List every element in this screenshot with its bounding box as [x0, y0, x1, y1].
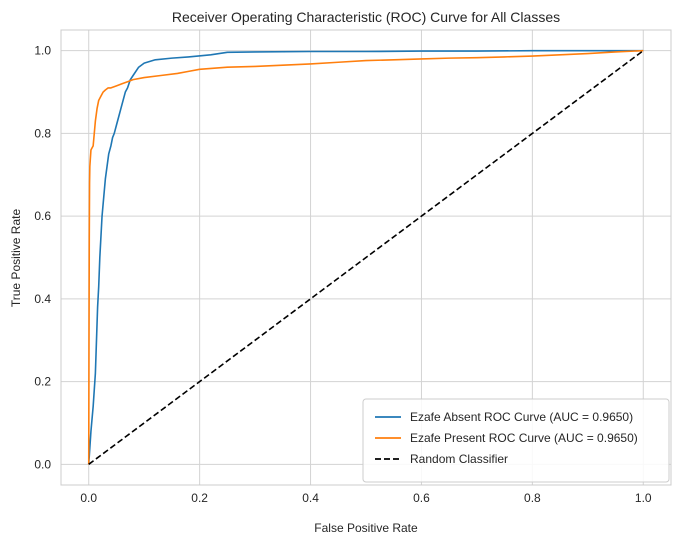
chart-title: Receiver Operating Characteristic (ROC) …: [172, 9, 560, 25]
grid: [61, 30, 671, 485]
legend-label: Ezafe Absent ROC Curve (AUC = 0.9650): [410, 410, 633, 424]
x-tick-label: 0.6: [413, 491, 430, 505]
x-tick-label: 1.0: [635, 491, 652, 505]
x-tick-label: 0.2: [191, 491, 208, 505]
random-classifier-line: [88, 50, 644, 465]
y-tick-label: 0.0: [34, 457, 51, 471]
y-axis-ticks: 0.0 0.2 0.4 0.6 0.8 1.0: [34, 44, 51, 472]
x-axis-ticks: 0.0 0.2 0.4 0.6 0.8 1.0: [80, 491, 652, 505]
y-tick-label: 1.0: [34, 44, 51, 58]
ezafe-present-roc-line: [87, 49, 644, 465]
x-tick-label: 0.0: [80, 491, 97, 505]
legend: Ezafe Absent ROC Curve (AUC = 0.9650) Eza…: [362, 398, 670, 483]
plot-frame: [60, 29, 672, 486]
y-axis-label: True Positive Rate: [9, 209, 23, 308]
legend-item-random-classifier: Random Classifier: [375, 452, 508, 466]
y-tick-label: 0.4: [34, 292, 51, 306]
legend-box: [362, 398, 670, 483]
series-lines: [87, 49, 644, 465]
x-tick-label: 0.4: [302, 491, 319, 505]
legend-label: Random Classifier: [410, 452, 508, 466]
legend-label: Ezafe Present ROC Curve (AUC = 0.9650): [410, 431, 638, 445]
x-tick-label: 0.8: [524, 491, 541, 505]
y-tick-label: 0.2: [34, 375, 51, 389]
legend-item-ezafe-absent: Ezafe Absent ROC Curve (AUC = 0.9650): [375, 410, 633, 424]
y-tick-label: 0.6: [34, 209, 51, 223]
legend-item-ezafe-present: Ezafe Present ROC Curve (AUC = 0.9650): [375, 431, 638, 445]
x-axis-label: False Positive Rate: [314, 521, 418, 535]
ezafe-absent-roc-line: [87, 49, 644, 465]
y-tick-label: 0.8: [34, 126, 51, 140]
